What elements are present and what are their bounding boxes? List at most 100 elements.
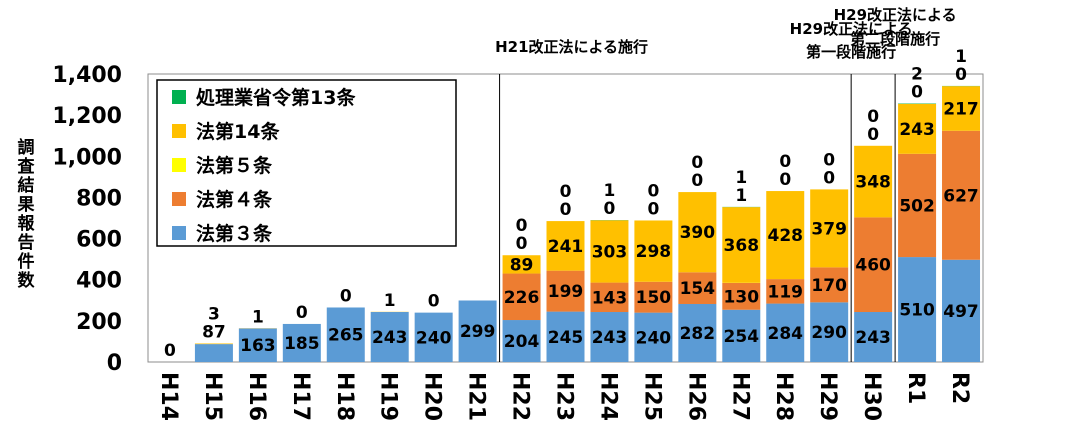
bar-h24-s3 [590,220,629,283]
data-label-h20-s3: 0 [428,292,440,312]
data-label-h28-s3: 428 [767,226,803,246]
bar-h21-s0 [458,300,497,362]
bar-h22-s0 [502,320,541,362]
x-tick-h27: H27 [727,372,752,421]
annotation-3-line-1: H29改正法による [834,6,957,24]
data-label-h30-s2: 0 [867,125,879,145]
data-label-h23-s0: 245 [548,328,584,348]
data-label-r2-s1: 627 [943,186,979,206]
data-label-r1-s3: 243 [899,120,935,140]
data-label-h15-s0: 87 [202,322,226,342]
bar-h26-s1 [678,272,717,304]
bar-r1-s1 [898,153,937,258]
bar-h30-s3 [854,145,893,218]
data-label-h25-s0: 240 [636,328,672,348]
x-tick-h15: H15 [200,372,225,421]
bar-h16-s0 [238,328,277,362]
data-label-h22-s3: 89 [510,255,534,275]
data-label-h27-s0: 254 [724,327,760,347]
bar-r2-s1 [942,130,981,260]
y-axis-label-char-1: 調 [18,137,35,158]
data-label-h17-s3: 0 [296,303,308,323]
x-tick-h24: H24 [595,372,620,421]
data-label-h28-s1: 119 [767,282,803,302]
y-tick-0: 0 [107,351,122,376]
bar-h26-s3 [678,192,717,273]
data-label-r1-s4: 2 [911,64,923,84]
bar-h29-s1 [810,267,849,303]
bar-h27-s3 [722,207,761,283]
data-label-h22-s4: 0 [516,216,528,236]
data-label-h23-s3: 241 [548,237,584,257]
data-label-h29-s0: 290 [811,323,847,343]
bar-h28-s0 [766,303,805,362]
y-axis-label-char-3: 結 [18,175,35,196]
x-axis: H14 H15 H16 H17 H18 H19 H20 H21 H22 H23 H24 H25 H26 H… [156,372,972,421]
data-label-h15-s3: 3 [208,304,220,324]
data-label-h30-s4: 0 [867,107,879,127]
x-tick-h26: H26 [683,372,708,421]
data-label-h26-s4: 0 [691,153,703,173]
data-label-h22-s1: 226 [504,288,540,308]
y-tick-200: 200 [76,310,122,335]
x-tick-h28: H28 [771,372,796,421]
y-axis-label-char-5: 報 [18,213,36,234]
data-label-h17-s0: 185 [284,334,320,354]
data-label-h29-s4: 0 [823,150,835,170]
legend-label-4: 法第４条 [196,188,273,211]
annotation-2-line-1: H29改正法による [790,20,913,38]
bar-h30-s0 [854,312,893,362]
bar-h23-s3 [546,221,585,271]
data-label-h22-s0: 204 [504,332,540,352]
x-tick-h21: H21 [464,372,489,421]
data-label-h30-s3: 348 [855,173,891,193]
annotation-2-line-2: 第一段階施行 [806,43,896,61]
data-label-h23-s1: 199 [548,282,584,302]
bar-h29-s0 [810,302,849,362]
data-label-h19-s0: 243 [372,328,408,348]
bar-h25-s0 [634,312,673,362]
x-tick-h19: H19 [376,372,401,421]
data-label-h25-s4: 0 [647,181,659,201]
data-label-h25-s3: 298 [636,242,672,262]
x-tick-h17: H17 [288,372,313,421]
y-axis-label-char-4: 果 [18,195,35,215]
data-label-h29-s1: 170 [811,276,847,296]
legend-swatch-4 [172,192,186,206]
data-label-h24-s2: 0 [604,199,616,219]
data-label-h26-s2: 0 [691,171,703,191]
bar-h25-s1 [634,281,673,313]
data-label-r1-s1: 502 [899,196,935,216]
data-label-h24-s4: 1 [604,181,616,201]
data-label-h27-s2: 1 [735,186,747,206]
data-label-h26-s3: 390 [680,223,716,243]
data-label-h25-s2: 0 [647,199,659,219]
legend-swatch-1 [172,90,186,104]
data-label-h24-s3: 303 [592,242,628,262]
bar-h18-s0 [326,307,365,362]
y-tick-1200: 1,200 [52,104,122,129]
bar-r2-s3 [942,86,981,131]
y-tick-400: 400 [76,269,122,294]
data-label-h24-s0: 243 [592,328,628,348]
data-label-h27-s3: 368 [724,236,760,256]
data-label-h26-s1: 154 [680,279,716,299]
data-label-h23-s2: 0 [560,200,572,220]
data-label-r2-s4: 1 [955,47,967,67]
bar-h26-s0 [678,303,717,362]
y-axis: 0 200 400 600 800 1,000 1,200 1,400 [52,63,122,376]
bars [194,85,981,362]
data-label-r2-s2: 0 [955,65,967,85]
y-tick-600: 600 [76,228,122,253]
bar-h28-s3 [766,191,805,280]
data-label-h22-s2: 0 [516,234,528,254]
bar-h25-s3 [634,220,673,282]
bar-h23-s1 [546,270,585,312]
bar-h30-s1 [854,217,893,313]
x-tick-h22: H22 [508,372,533,421]
y-axis-label-char-7: 件 [18,251,35,272]
x-tick-h30: H30 [859,372,884,421]
legend-label-1: 処理業省令第13条 [196,86,356,109]
